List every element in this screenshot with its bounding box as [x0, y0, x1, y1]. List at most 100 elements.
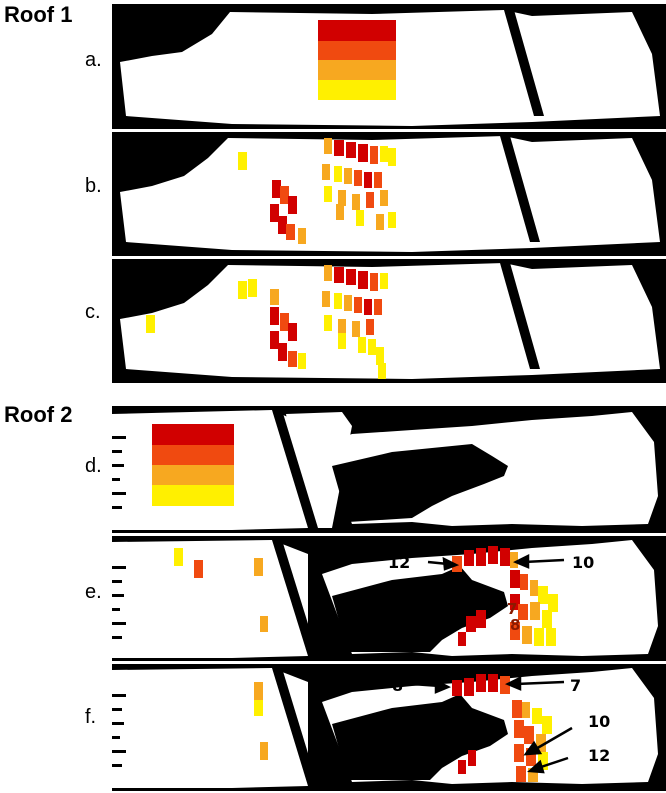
- marker: [476, 610, 486, 628]
- panel-e-label: e.: [85, 581, 102, 603]
- highlight-markers: [254, 674, 552, 782]
- marker: [352, 194, 360, 210]
- marker: [458, 760, 466, 774]
- callout-e-8: 8: [510, 616, 521, 634]
- marker: [358, 271, 368, 289]
- roof-shape: [120, 263, 660, 379]
- marker: [510, 552, 518, 568]
- arrow-10-head: [512, 553, 530, 569]
- marker: [476, 548, 486, 566]
- marker: [532, 708, 542, 724]
- marker: [476, 674, 486, 692]
- panel-e: [112, 536, 666, 661]
- marker: [174, 548, 183, 566]
- marker: [334, 166, 342, 182]
- marker: [370, 273, 378, 291]
- marker: [510, 622, 520, 640]
- marker: [376, 347, 384, 365]
- marker: [334, 267, 344, 283]
- marker: [324, 315, 332, 331]
- left-edge-stubs: [112, 566, 126, 639]
- marker: [538, 752, 548, 770]
- roof-1-heading: Roof 1: [4, 2, 73, 27]
- marker: [336, 204, 344, 220]
- marker: [358, 144, 368, 162]
- marker: [280, 186, 289, 204]
- marker: [324, 138, 332, 154]
- marker: [458, 632, 466, 646]
- marker: [368, 339, 376, 355]
- marker: [278, 343, 287, 361]
- marker: [376, 214, 384, 230]
- marker: [534, 628, 544, 646]
- marker: [466, 616, 476, 632]
- marker: [344, 168, 352, 184]
- marker: [248, 279, 257, 297]
- marker: [548, 594, 558, 612]
- marker: [366, 319, 374, 335]
- panel-c-label: c.: [85, 301, 101, 323]
- marker: [344, 295, 352, 311]
- marker: [338, 333, 346, 349]
- dark-region: [332, 694, 508, 780]
- color-scale-step-2: [152, 445, 234, 465]
- roof-ridge: [504, 10, 544, 116]
- marker: [546, 628, 556, 646]
- marker: [298, 228, 306, 244]
- panel-b-label: b.: [85, 175, 102, 197]
- marker: [322, 164, 330, 180]
- marker: [270, 307, 279, 325]
- marker: [288, 323, 297, 341]
- color-scale-step-1: [152, 424, 234, 445]
- marker: [518, 604, 528, 620]
- color-scale-step-4: [152, 485, 234, 506]
- marker: [452, 556, 462, 572]
- highlight-markers: [238, 138, 396, 244]
- callout-f-8: 8: [392, 676, 404, 695]
- marker: [272, 180, 281, 198]
- marker: [528, 768, 538, 782]
- marker: [298, 353, 306, 369]
- marker: [270, 204, 279, 222]
- marker: [260, 742, 268, 760]
- marker: [524, 726, 534, 744]
- marker: [288, 196, 297, 214]
- marker: [520, 574, 528, 590]
- arrows: [427, 553, 565, 571]
- roof-ridge: [500, 263, 540, 369]
- marker: [238, 281, 247, 299]
- left-edge-stubs: [112, 436, 126, 509]
- marker: [536, 734, 546, 752]
- color-scale-step-3: [152, 465, 234, 485]
- panel-f: [112, 664, 666, 791]
- marker: [374, 172, 382, 188]
- arrow-10: [523, 558, 565, 564]
- marker: [324, 265, 332, 281]
- roof-2-heading: Roof 2: [4, 402, 73, 427]
- marker: [522, 626, 532, 644]
- marker: [280, 313, 289, 331]
- marker: [452, 680, 462, 696]
- panel-d: [112, 406, 666, 533]
- marker: [370, 146, 378, 164]
- arrow-8-head: [434, 678, 452, 694]
- callout-e-12: 12: [388, 553, 411, 572]
- roof-ridge: [272, 668, 318, 786]
- marker: [288, 351, 297, 367]
- marker: [538, 586, 548, 604]
- marker: [378, 363, 386, 379]
- marker: [464, 550, 474, 566]
- marker: [354, 170, 362, 186]
- marker: [514, 720, 524, 738]
- panel-a-label: a.: [85, 49, 102, 71]
- marker: [542, 610, 552, 628]
- marker: [260, 616, 268, 632]
- panel-b: [112, 132, 666, 256]
- arrow-12: [537, 756, 569, 770]
- panel-a: [112, 4, 666, 129]
- marker: [542, 716, 552, 734]
- marker: [522, 702, 530, 718]
- marker: [510, 570, 520, 588]
- marker: [346, 269, 356, 285]
